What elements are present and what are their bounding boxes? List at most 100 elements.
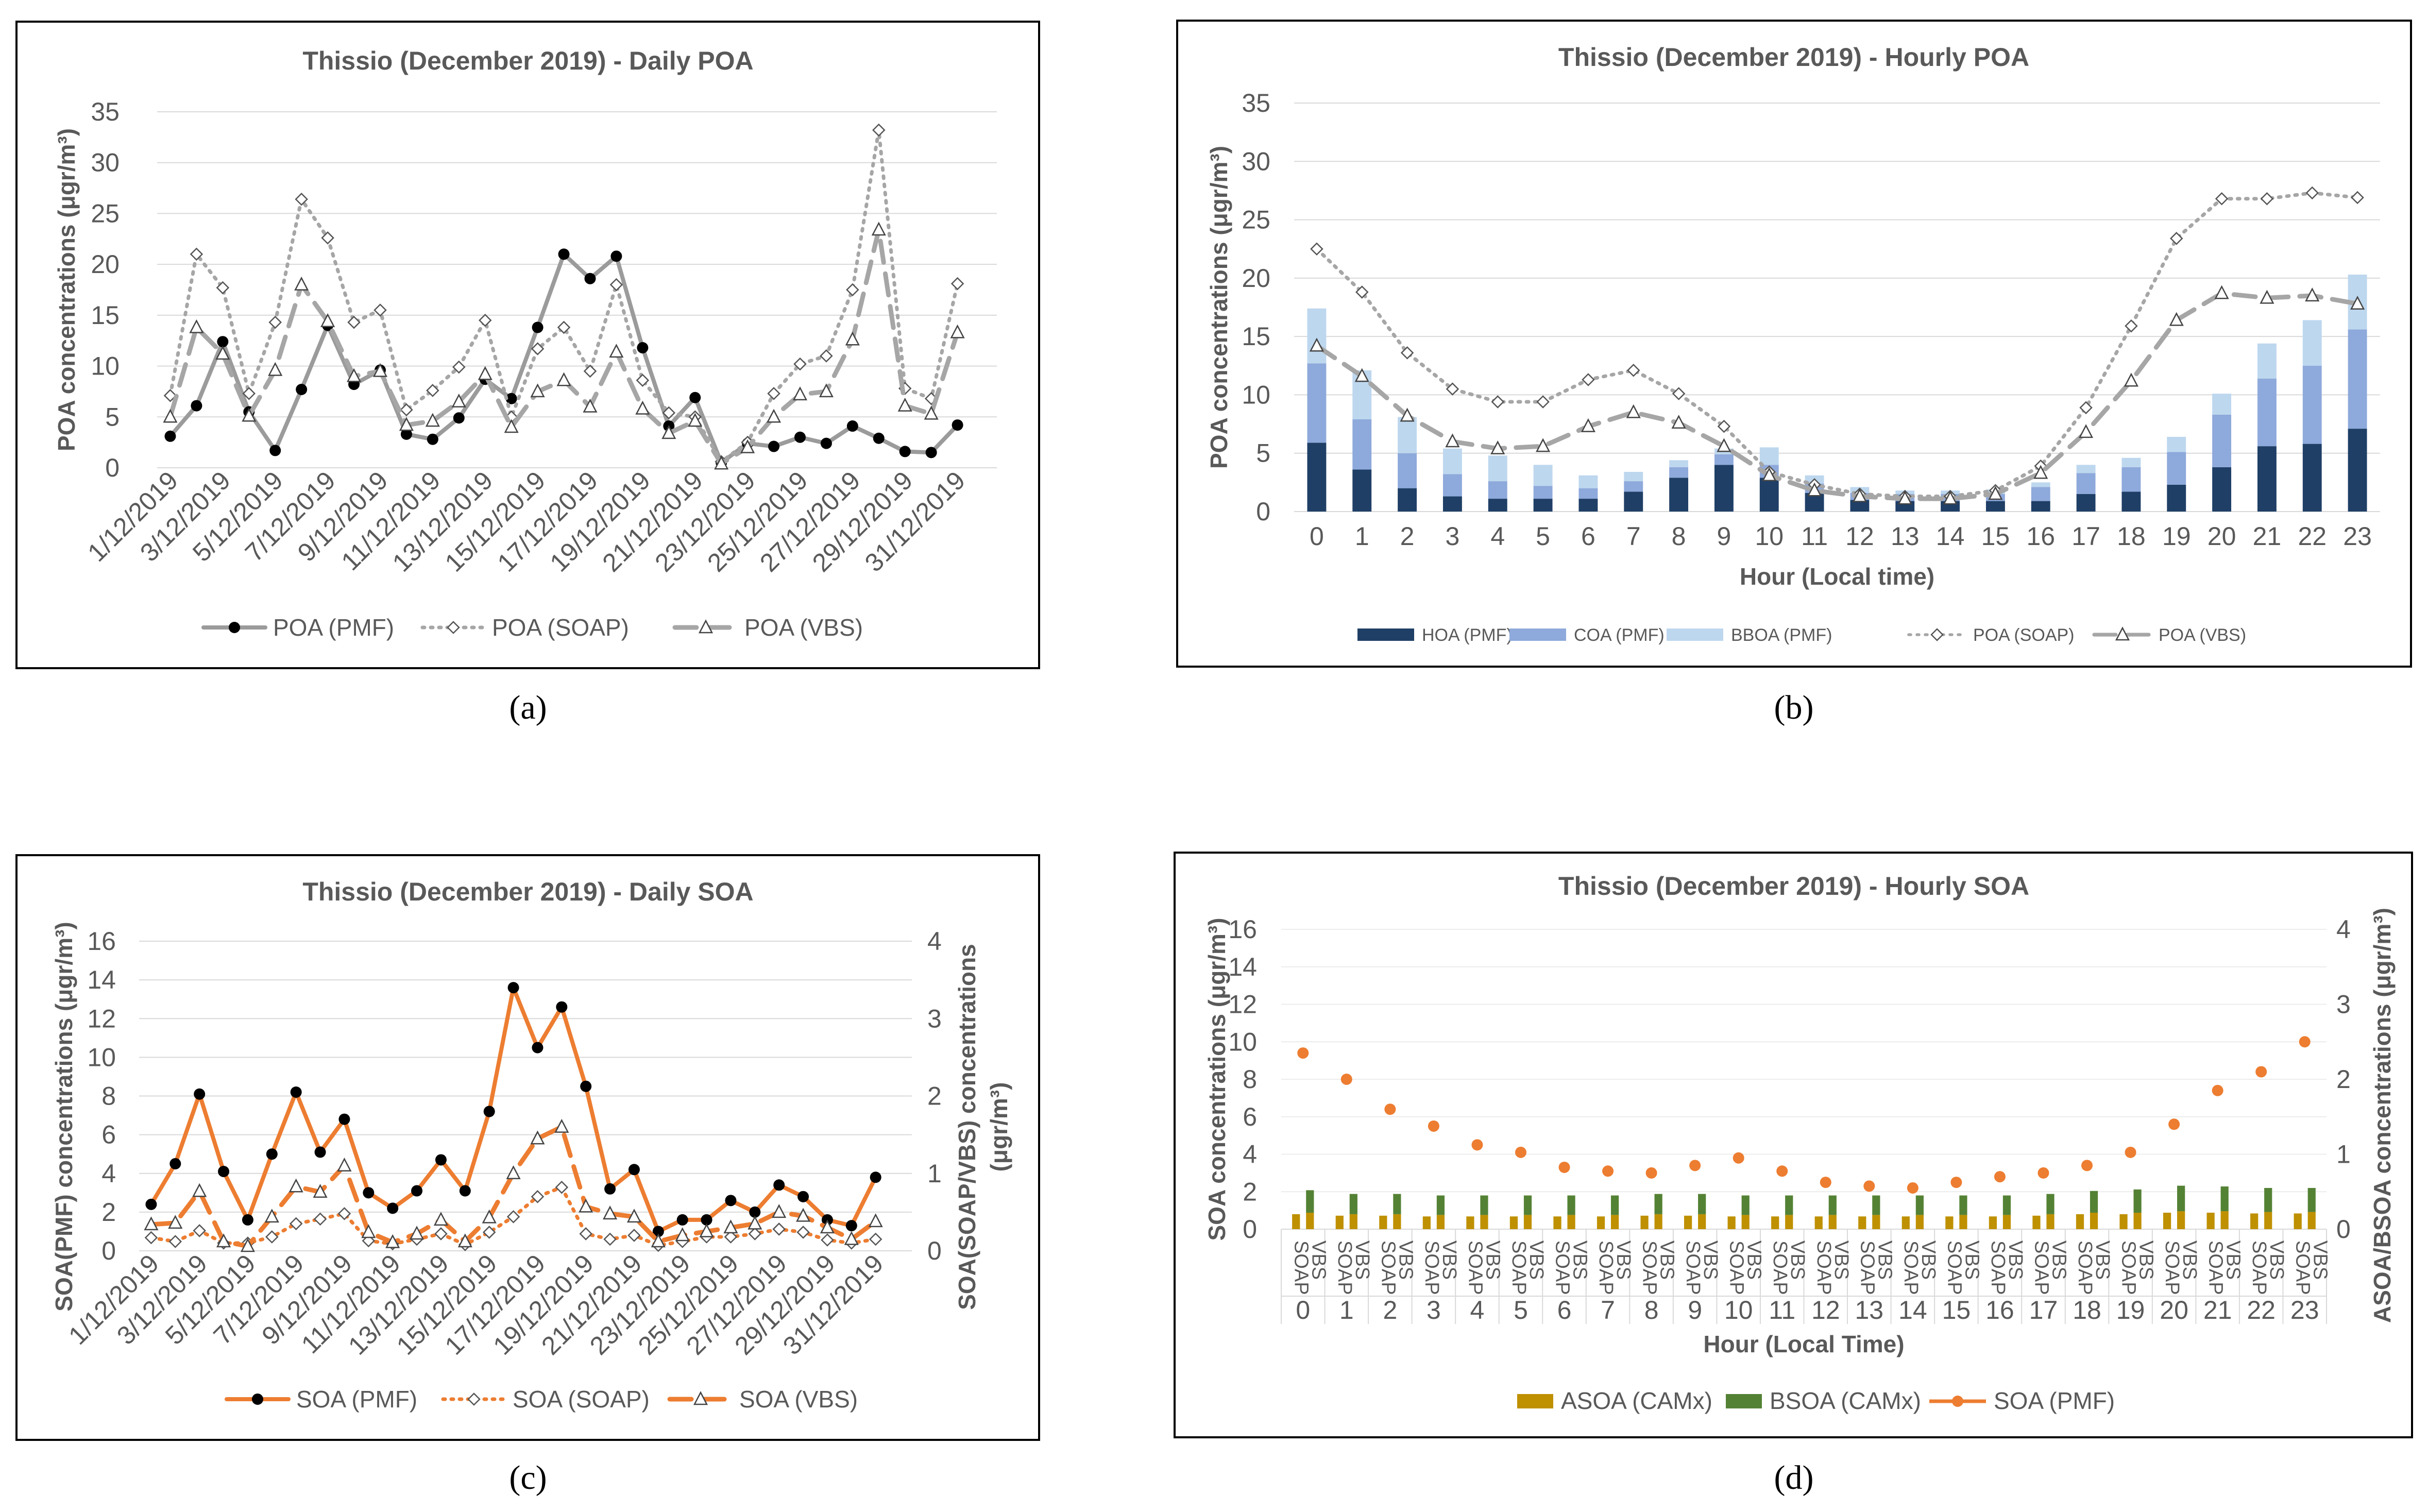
panel-d-bar-asoa — [2177, 1211, 2185, 1229]
panel-c-data-point — [192, 1183, 207, 1197]
panel-d-xtick-label: 19 — [2116, 1296, 2145, 1324]
panel-d-data-point — [1428, 1120, 1439, 1132]
panel-b-data-point — [2260, 192, 2274, 206]
panel-d-bar-asoa — [1771, 1216, 1779, 1229]
panel-c-ytick-label: 14 — [87, 965, 116, 994]
panel-c-data-point — [457, 1233, 472, 1248]
panel-b-data-point — [1445, 433, 1460, 448]
panel-c-data-point — [627, 1229, 641, 1242]
panel-d-bar-asoa — [1393, 1214, 1401, 1229]
panel-d-subcategory-label: VBS — [1351, 1241, 1373, 1280]
panel-a-data-point — [425, 413, 440, 427]
panel-c-data-point — [797, 1191, 809, 1202]
panel-b-data-point — [2350, 296, 2365, 310]
panel-d-legend-label: BSOA (CAMx) — [1770, 1387, 1921, 1414]
panel-d-subcategory-label: VBS — [1612, 1241, 1634, 1280]
panel-d-bar-asoa — [1741, 1215, 1750, 1229]
panel-d-data-point — [1645, 1167, 1657, 1179]
panel-a-data-point — [216, 281, 230, 295]
panel-a-data-point — [872, 123, 886, 137]
panel-b-xlabel: Hour (Local time) — [1740, 563, 1934, 590]
panel-d-subcategory-label: SOAP — [1900, 1241, 1922, 1295]
panel-c-data-point — [289, 1217, 303, 1231]
panel-b-xtick-label: 15 — [1981, 522, 2010, 551]
panel-d-legend-label: SOA (PMF) — [1994, 1387, 2115, 1414]
panel-d-xtick-label: 5 — [1514, 1296, 1528, 1324]
panel-b-ytick-label: 35 — [1242, 89, 1270, 117]
panel-d-subcategory-label: SOAP — [2118, 1241, 2140, 1295]
panel-d-data-point — [1340, 1074, 1352, 1085]
panel-d-subcategory-label: VBS — [1482, 1241, 1503, 1280]
panel-d-xtick-label: 6 — [1557, 1296, 1572, 1324]
panel-d-subcategory-label: SOAP — [1987, 1241, 2009, 1295]
panel-a-data-point — [794, 431, 806, 443]
panel-d-data-point — [1689, 1160, 1701, 1171]
panel-b-data-point — [2351, 191, 2364, 205]
panel-a-data-point — [819, 383, 834, 398]
panel-d-subcategory-label: VBS — [1917, 1241, 1939, 1280]
panel-d-bar-asoa — [1567, 1215, 1575, 1229]
panel-d-bar-bsoa — [1610, 1195, 1619, 1215]
panel-d-bar-asoa — [1915, 1215, 1924, 1229]
panel-b-data-point — [1309, 337, 1324, 352]
panel-d-subcategory-label: VBS — [1308, 1241, 1329, 1280]
panel-b-data-point — [2215, 192, 2229, 206]
panel-d-bar-bsoa — [1698, 1194, 1706, 1214]
panel-d-bar-asoa — [1901, 1216, 1910, 1229]
panel-d-data-point — [1994, 1171, 2006, 1183]
panel-d-subcategory-label: VBS — [2135, 1241, 2157, 1280]
panel-b-bar-segment — [2121, 491, 2141, 512]
panel-c-data-point — [772, 1222, 786, 1236]
panel-d-subcategory-label: VBS — [2266, 1241, 2287, 1280]
panel-a-data-point — [372, 363, 388, 377]
panel-b-bar-segment — [1442, 474, 1462, 497]
panel-a-data-point — [635, 400, 650, 415]
panel-b-bar-segment — [2167, 452, 2186, 485]
panel-a-data-point — [820, 349, 833, 363]
panel-c-ytick-label: 8 — [101, 1082, 116, 1111]
panel-c-data-point — [482, 1226, 496, 1239]
panel-b-bar-segment — [2302, 365, 2322, 444]
panel-d-subcategory-label: SOAP — [1813, 1241, 1835, 1295]
panel-d-subcategory-label: SOAP — [1334, 1241, 1355, 1295]
panel-d-data-point — [1907, 1182, 1918, 1194]
panel-d-xtick-label: 23 — [2290, 1296, 2319, 1324]
panel-a-data-point — [714, 455, 729, 470]
panel-b-xtick-label: 8 — [1672, 522, 1686, 551]
panel-c-y2label-line1: SOA(SOAP/VBS) concentrations — [954, 944, 980, 1310]
panel-d-ytick-label: 10 — [1228, 1027, 1257, 1056]
panel-d-subcategory-label: SOAP — [1943, 1241, 1965, 1295]
panel-b-data-point — [1897, 490, 1912, 505]
panel-a-chart: Thissio (December 2019) - Daily POA 0 5 10 1… — [53, 46, 997, 641]
panel-d-data-point — [1471, 1139, 1483, 1151]
panel-d-bar-bsoa — [1741, 1195, 1750, 1215]
panel-d-subcategory-label: SOAP — [2205, 1241, 2227, 1295]
panel-d-bar-asoa — [1640, 1215, 1649, 1229]
panel-c-data-point — [266, 1148, 278, 1160]
panel-d-bar-bsoa — [1480, 1195, 1488, 1215]
panel-c-data-point — [288, 1178, 303, 1193]
panel-b-data-point — [1626, 364, 1640, 377]
panel-d-bar-asoa — [1989, 1216, 1997, 1229]
panel-a-data-point — [767, 387, 780, 400]
panel-d-bar-bsoa — [2133, 1189, 2142, 1213]
panel-c-data-point — [169, 1158, 181, 1169]
panel-d-subcategory-label: SOAP — [2248, 1241, 2270, 1295]
panel-c-data-point — [194, 1088, 206, 1100]
panel-d-y2tick-label: 2 — [2336, 1065, 2351, 1094]
panel-d-xtick-label: 15 — [1942, 1296, 1971, 1324]
panel-d-subcategory-label: VBS — [2048, 1241, 2069, 1280]
panel-b-ylabel: POA concentrations (μgr/m³) — [1205, 146, 1232, 469]
panel-c-data-point — [507, 982, 519, 994]
panel-b-bar-segment — [2257, 446, 2277, 512]
panel-d-subcategory-label: VBS — [2179, 1241, 2200, 1280]
panel-d-xtick-label: 7 — [1601, 1296, 1615, 1324]
panel-c-chart: Thissio (December 2019) - Daily SOA 0 2 4 6 8… — [50, 877, 1012, 1413]
panel-a-ylabel: POA concentrations (μgr/m³) — [53, 128, 80, 451]
panel-a-data-point — [399, 417, 414, 431]
panel-b-bar-segment — [1578, 488, 1598, 499]
panel-b-legend-label: POA (VBS) — [2159, 625, 2246, 645]
panel-c-data-point — [144, 1216, 159, 1231]
panel-b-bar-segment — [1307, 443, 1327, 512]
panel-b-bar-segment — [1442, 496, 1462, 512]
